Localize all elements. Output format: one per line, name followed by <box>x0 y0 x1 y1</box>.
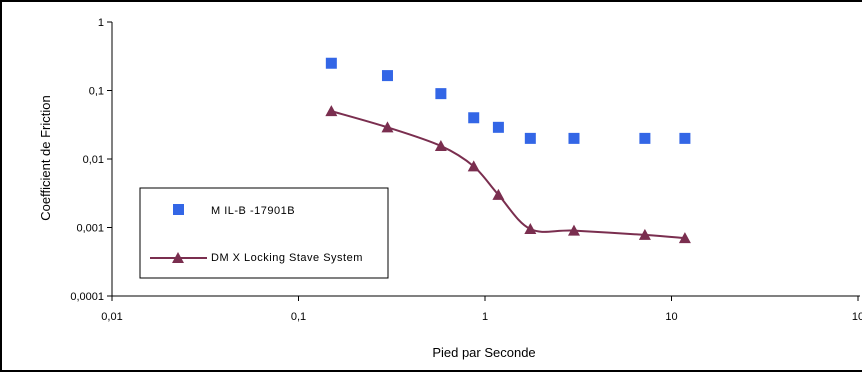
x-tick-label: 10 <box>665 311 677 323</box>
data-point-square <box>435 88 447 100</box>
y-tick-label: 0,001 <box>76 223 104 235</box>
y-tick-label: 0,0001 <box>70 291 104 303</box>
x-axis-title: Pied par Seconde <box>432 345 535 360</box>
legend-label-series-2: DM X Locking Stave System <box>211 252 363 264</box>
data-point-square <box>468 112 480 124</box>
legend-marker-square <box>173 204 184 215</box>
x-tick-label: 10 <box>852 311 862 323</box>
x-ticks: 0,01 0,1 1 10 10 <box>101 296 862 323</box>
y-tick-label: 1 <box>98 17 104 29</box>
data-point-square <box>639 132 651 144</box>
data-point-square <box>325 57 337 69</box>
x-tick-label: 0,01 <box>101 311 122 323</box>
data-point-square <box>492 121 504 133</box>
data-point-square <box>568 132 580 144</box>
series-layer <box>325 57 691 244</box>
data-point-square <box>524 132 536 144</box>
x-tick-label: 1 <box>482 311 488 323</box>
legend-label-series-1: M IL-B -17901B <box>211 205 295 217</box>
data-point-triangle <box>492 188 505 200</box>
data-point-triangle <box>567 224 580 236</box>
data-point-triangle <box>434 139 447 151</box>
data-point-triangle <box>325 105 338 117</box>
legend-marker-triangle <box>172 252 184 263</box>
x-tick-label: 0,1 <box>291 311 306 323</box>
data-point-triangle <box>381 121 394 133</box>
data-point-square <box>679 132 691 144</box>
data-point-square <box>381 70 393 82</box>
y-axis-title: Coefficient de Friction <box>38 95 53 221</box>
y-ticks: 1 0,1 0,01 0,001 0,0001 <box>70 17 112 303</box>
data-point-triangle <box>638 228 651 240</box>
data-point-triangle <box>524 223 537 235</box>
data-point-triangle <box>678 232 691 244</box>
y-tick-label: 0,01 <box>83 154 104 166</box>
legend: M IL-B -17901B DM X Locking Stave System <box>139 187 389 279</box>
y-tick-label: 0,1 <box>89 86 104 98</box>
legend-box <box>139 187 389 279</box>
data-point-triangle <box>467 160 480 172</box>
